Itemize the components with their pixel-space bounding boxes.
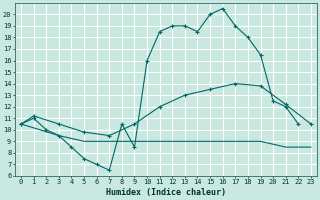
X-axis label: Humidex (Indice chaleur): Humidex (Indice chaleur) — [106, 188, 226, 197]
